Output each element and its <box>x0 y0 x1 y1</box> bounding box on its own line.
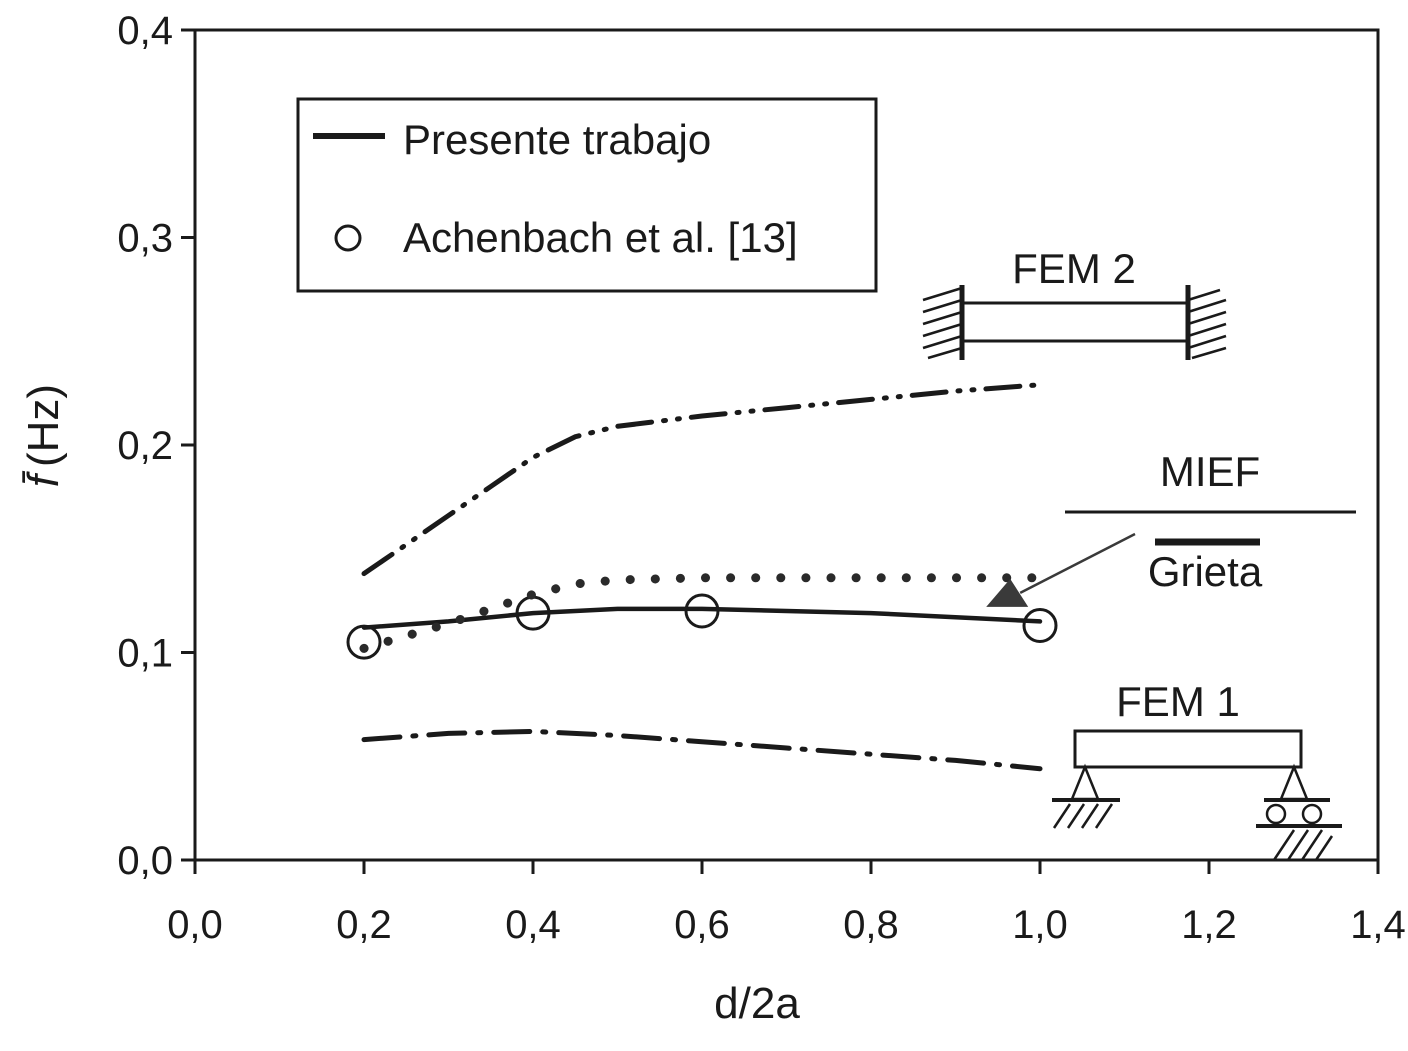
series-layer <box>346 382 1058 772</box>
pointer-arrow-line <box>1019 532 1136 594</box>
x-axis-title: d/2a <box>714 979 800 1028</box>
x-tick-label: 0,8 <box>843 903 899 947</box>
series-4-dash-dot <box>361 728 1043 772</box>
x-tick-label: 0,4 <box>505 903 561 947</box>
series-line-dotted <box>359 573 1045 653</box>
y-axis-symbol: f̄ <box>19 470 68 487</box>
y-tick-label: 0,4 <box>117 9 173 53</box>
x-tick-label: 0,2 <box>336 903 392 947</box>
achenbach-point <box>346 624 382 660</box>
achenbach-point <box>684 593 720 629</box>
series-line-solid <box>361 606 1043 630</box>
legend-circle-marker <box>334 224 362 252</box>
x-axis-ticks: 0,0 0,2 0,4 0,6 0,8 1,0 1,2 1,4 <box>167 860 1406 947</box>
series-line-dash-dot <box>361 728 1043 772</box>
achenbach-point <box>1022 608 1058 644</box>
y-axis-title: f̄ (Hz) <box>19 384 68 487</box>
y-tick-label: 0,1 <box>117 632 173 676</box>
legend-label-presente: Presente trabajo <box>403 116 711 163</box>
y-tick-label: 0,2 <box>117 424 173 468</box>
fem2-clamped-beam-icon: FEM 2 <box>922 245 1227 360</box>
y-axis-ticks: 0,0 0,1 0,2 0,3 0,4 <box>117 9 195 883</box>
mief-label: MIEF <box>1160 448 1260 495</box>
legend: Presente trabajo Achenbach et al. [13] <box>296 97 878 293</box>
x-tick-label: 1,2 <box>1181 903 1237 947</box>
series-1-circle <box>346 593 1058 660</box>
y-tick-label: 0,3 <box>117 217 173 261</box>
legend-box <box>296 97 878 293</box>
x-tick-label: 1,4 <box>1350 903 1406 947</box>
fem1-label: FEM 1 <box>1116 678 1240 725</box>
y-tick-label: 0,0 <box>117 839 173 883</box>
y-axis-unit: (Hz) <box>19 384 68 467</box>
mief-grieta-annotation: MIEF Grieta <box>986 448 1356 607</box>
fem2-label: FEM 2 <box>1012 245 1136 292</box>
fem1-simply-supported-beam-icon: FEM 1 <box>1052 678 1342 861</box>
series-0-solid <box>361 606 1043 630</box>
series-line-dash-dot-dot <box>361 382 1043 577</box>
x-tick-label: 0,0 <box>167 903 223 947</box>
grieta-label: Grieta <box>1148 548 1263 595</box>
series-2-dotted <box>359 573 1045 653</box>
legend-label-achenbach: Achenbach et al. [13] <box>403 214 798 261</box>
pointer-arrow-head <box>986 578 1029 607</box>
x-tick-label: 0,6 <box>674 903 730 947</box>
series-3-dash-dot-dot <box>361 382 1043 577</box>
x-tick-label: 1,0 <box>1012 903 1068 947</box>
